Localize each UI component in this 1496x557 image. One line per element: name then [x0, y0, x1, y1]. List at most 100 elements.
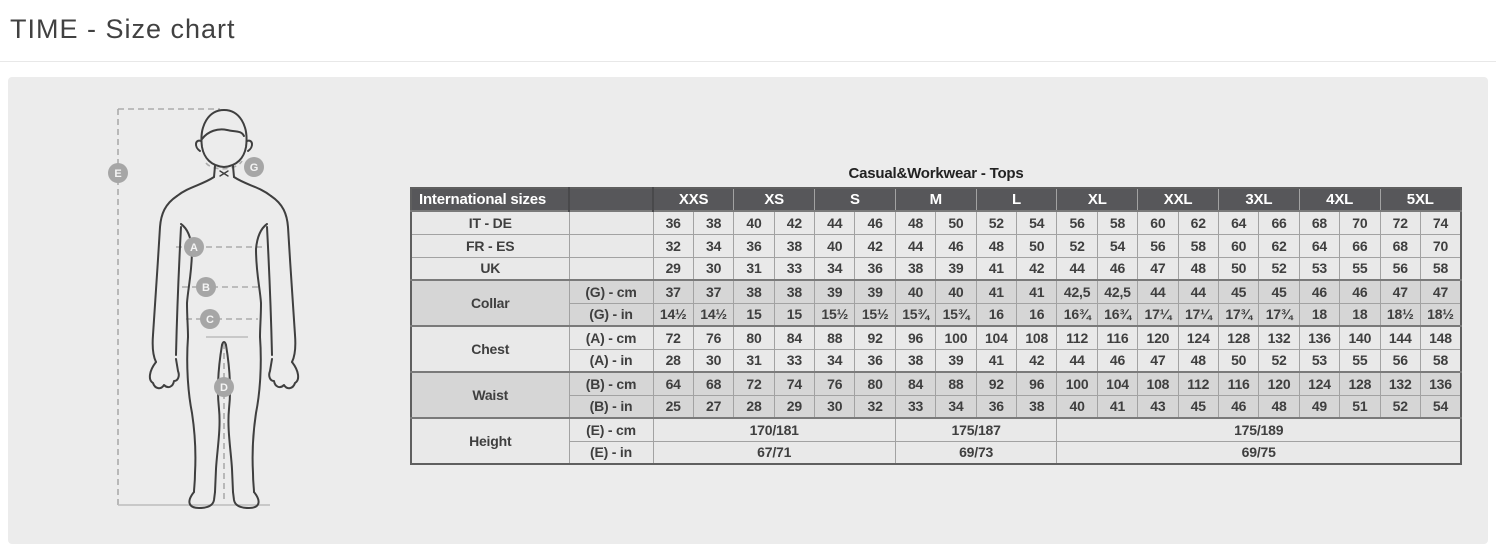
size-cell: 16¾: [1096, 302, 1139, 327]
table-caption: Casual&Workwear - Tops: [848, 165, 1024, 182]
size-cell: 42: [854, 233, 896, 258]
size-cell: 66: [1258, 210, 1300, 235]
size-cell: 30: [692, 256, 735, 281]
size-cell: 27: [692, 394, 735, 419]
size-cell: 31: [733, 348, 775, 373]
size-cell: 28: [652, 348, 694, 373]
size-cell: 41: [975, 279, 1018, 304]
size-cell: 72: [733, 371, 775, 396]
size-cell: 56: [1056, 210, 1098, 235]
size-cell: 140: [1339, 325, 1381, 350]
size-cell: 40: [894, 279, 937, 304]
label-height-e: E: [108, 163, 128, 183]
size-cell: 104: [975, 325, 1018, 350]
size-cell: 46: [935, 233, 977, 258]
size-span-cell: 69/75: [1056, 440, 1462, 465]
size-cell: 40: [1056, 394, 1098, 419]
size-cell: 44: [894, 233, 937, 258]
size-cell: 44: [1056, 256, 1098, 281]
size-cell: 50: [1016, 233, 1058, 258]
svg-text:G: G: [250, 162, 259, 174]
size-cell: 39: [814, 279, 856, 304]
size-cell: 54: [1419, 394, 1462, 419]
size-cell: 38: [773, 233, 816, 258]
size-cell: 64: [1298, 233, 1341, 258]
size-cell: 48: [894, 210, 937, 235]
unit-label: (A) - cm: [568, 325, 654, 350]
size-cell: 44: [1177, 279, 1219, 304]
size-cell: 66: [1339, 233, 1381, 258]
page-header: TIME - Size chart: [0, 0, 1496, 62]
size-cell: 52: [975, 210, 1018, 235]
size-cell: 88: [814, 325, 856, 350]
size-cell: 38: [773, 279, 816, 304]
svg-text:E: E: [114, 168, 121, 180]
size-header-3xl: 3XL: [1217, 187, 1300, 212]
size-cell: 29: [652, 256, 694, 281]
size-cell: 120: [1137, 325, 1179, 350]
size-cell: 39: [935, 256, 977, 281]
size-cell: 51: [1339, 394, 1381, 419]
size-cell: 18½: [1379, 302, 1421, 327]
size-cell: 47: [1137, 256, 1179, 281]
size-cell: 40: [814, 233, 856, 258]
size-cell: 112: [1177, 371, 1219, 396]
size-cell: 15½: [814, 302, 856, 327]
size-cell: 39: [935, 348, 977, 373]
size-cell: 37: [692, 279, 735, 304]
size-header-4xl: 4XL: [1298, 187, 1381, 212]
size-span-cell: 69/73: [894, 440, 1058, 465]
size-cell: 50: [1217, 348, 1260, 373]
size-cell: 16¾: [1056, 302, 1098, 327]
table-row: (A) - in 28 30 31 33 34 36 38 39 41 42 44 46 47 48 50 52…: [411, 348, 1462, 373]
size-cell: 18: [1298, 302, 1341, 327]
size-cell: 30: [814, 394, 856, 419]
svg-text:D: D: [220, 382, 228, 394]
size-cell: 36: [733, 233, 775, 258]
size-cell: 55: [1339, 256, 1381, 281]
size-cell: 92: [854, 325, 896, 350]
size-span-cell: 170/181: [652, 417, 896, 442]
size-cell: 48: [1258, 394, 1300, 419]
size-cell: 15: [773, 302, 816, 327]
size-cell: 53: [1298, 256, 1341, 281]
unit-label: (A) - in: [568, 348, 654, 373]
size-cell: 18: [1339, 302, 1381, 327]
size-cell: 41: [1096, 394, 1139, 419]
unit-label: [568, 233, 654, 258]
size-cell: 31: [733, 256, 775, 281]
size-cell: 116: [1217, 371, 1260, 396]
size-cell: 80: [854, 371, 896, 396]
size-cell: 45: [1217, 279, 1260, 304]
size-cell: 48: [975, 233, 1018, 258]
size-cell: 58: [1177, 233, 1219, 258]
size-cell: 41: [975, 348, 1018, 373]
size-cell: 49: [1298, 394, 1341, 419]
size-cell: 38: [692, 210, 735, 235]
size-cell: 52: [1056, 233, 1098, 258]
figure-area: E G A B C: [8, 77, 410, 544]
size-cell: 96: [894, 325, 937, 350]
size-cell: 17¼: [1177, 302, 1219, 327]
size-cell: 84: [894, 371, 937, 396]
size-cell: 46: [1339, 279, 1381, 304]
size-header-m: M: [894, 187, 977, 212]
svg-text:C: C: [206, 314, 214, 326]
size-cell: 42: [773, 210, 816, 235]
size-cell: 36: [854, 348, 896, 373]
size-cell: 29: [773, 394, 816, 419]
row-label: FR - ES: [410, 233, 570, 258]
size-cell: 18½: [1419, 302, 1462, 327]
label-inseam-d: D: [214, 377, 234, 397]
size-cell: 41: [1016, 279, 1058, 304]
size-cell: 33: [894, 394, 937, 419]
size-cell: 52: [1258, 256, 1300, 281]
size-cell: 88: [935, 371, 977, 396]
table-row: Collar (G) - cm 37 37 38 38 39 39 40 40 41 41 42,5 42…: [410, 279, 1462, 327]
group-label: Height: [410, 417, 570, 465]
size-cell: 50: [935, 210, 977, 235]
size-cell: 32: [854, 394, 896, 419]
size-cell: 132: [1379, 371, 1421, 396]
size-cell: 50: [1217, 256, 1260, 281]
size-cell: 33: [773, 256, 816, 281]
